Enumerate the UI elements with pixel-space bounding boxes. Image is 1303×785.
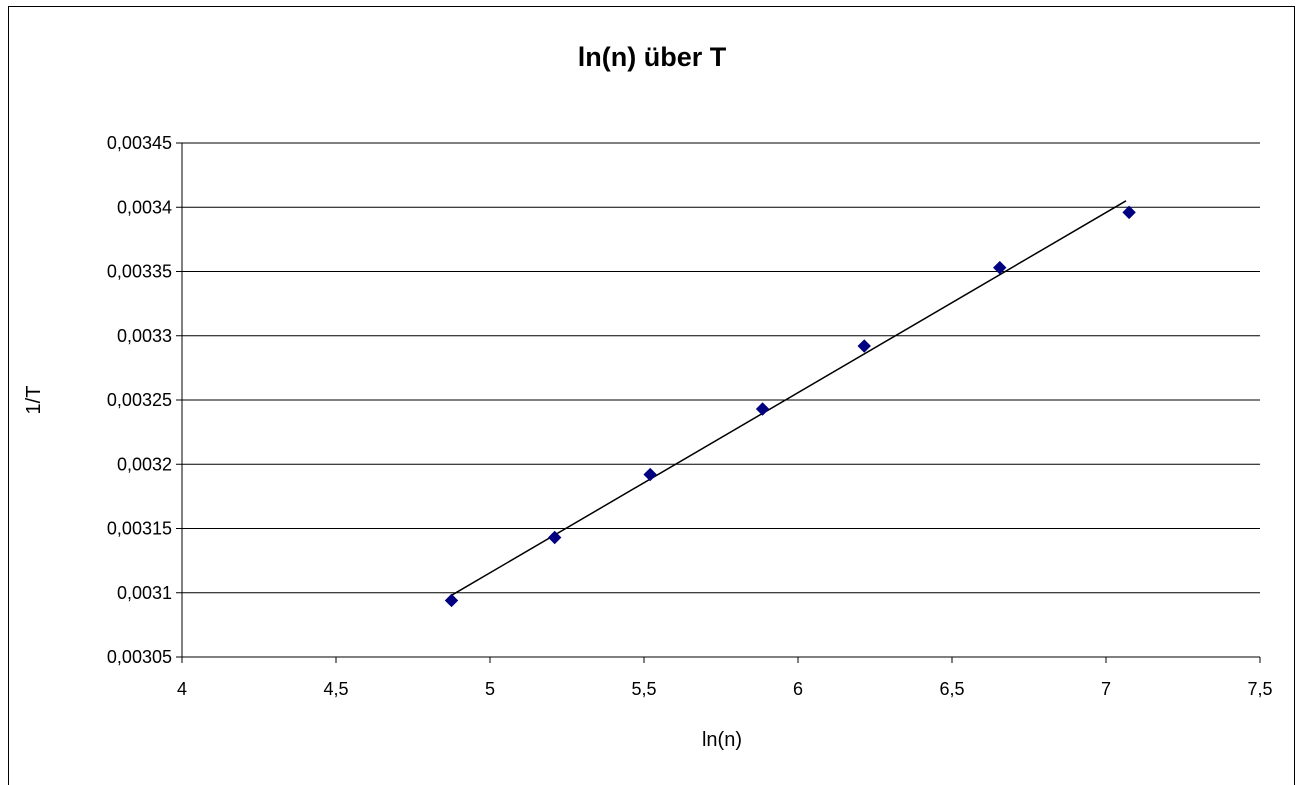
x-tick-label: 7 xyxy=(1101,679,1111,699)
data-point xyxy=(547,530,562,545)
x-tick-label: 5,5 xyxy=(631,679,656,699)
trendline-group xyxy=(451,200,1127,596)
x-tick-labels: 4 4,5 5 5,5 6 6,5 7 7,5 xyxy=(177,679,1273,699)
y-tick-label: 0,00315 xyxy=(107,519,172,539)
y-tick-labels: 0,00305 0,0031 0,00315 0,0032 0,00325 0,0033 0… xyxy=(107,133,172,667)
y-tick-label: 0,0034 xyxy=(117,197,172,217)
y-tick-label: 0,0033 xyxy=(117,326,172,346)
y-axis-label: 1/T xyxy=(23,386,45,415)
chart-title: ln(n) über T xyxy=(578,42,727,72)
gridlines xyxy=(182,142,1260,658)
data-point xyxy=(857,339,871,353)
x-tick-label: 6 xyxy=(793,679,803,699)
y-tick-label: 0,0032 xyxy=(117,454,172,474)
y-tick-label: 0,00305 xyxy=(107,647,172,667)
x-tick-label: 7,5 xyxy=(1247,679,1272,699)
y-tick-label: 0,0031 xyxy=(117,583,172,603)
x-axis-label: ln(n) xyxy=(702,729,742,751)
data-points xyxy=(444,205,1136,608)
data-point xyxy=(993,260,1007,275)
data-point xyxy=(444,593,459,608)
y-tick-label: 0,00335 xyxy=(107,262,172,282)
x-tick-label: 4 xyxy=(177,679,187,699)
x-tick-label: 4,5 xyxy=(323,679,348,699)
data-point xyxy=(643,467,657,482)
axes xyxy=(176,142,1261,663)
x-tick-label: 5 xyxy=(485,679,495,699)
y-tick-label: 0,00325 xyxy=(107,390,172,410)
chart-frame xyxy=(8,6,1295,785)
y-tick-label: 0,00345 xyxy=(107,133,172,153)
trendline xyxy=(451,200,1127,596)
x-tick-label: 6,5 xyxy=(939,679,964,699)
data-point xyxy=(1122,205,1136,220)
data-point xyxy=(755,402,770,416)
